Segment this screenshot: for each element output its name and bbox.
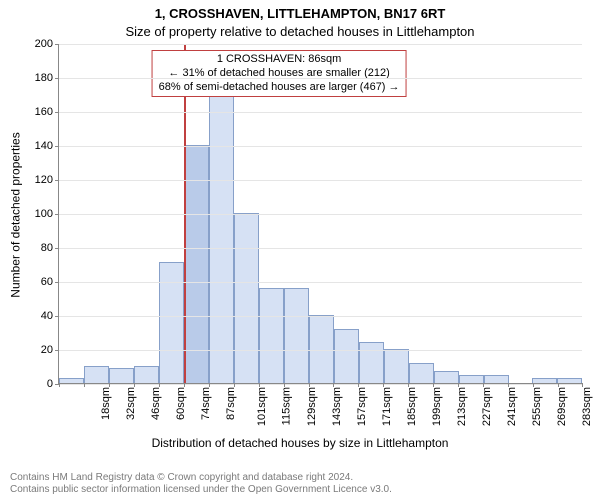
gridline [59, 282, 582, 283]
x-tick-mark [59, 383, 60, 387]
x-tick-label: 18sqm [101, 387, 113, 420]
chart-title-subtitle: Size of property relative to detached ho… [0, 24, 600, 39]
x-tick-mark [109, 383, 110, 387]
y-tick-mark [55, 248, 59, 249]
histogram-bar [309, 315, 334, 383]
x-tick-label: 101sqm [256, 387, 268, 426]
gridline [59, 316, 582, 317]
y-tick-mark [55, 316, 59, 317]
x-tick-label: 115sqm [280, 387, 292, 425]
property-size-histogram: 1, CROSSHAVEN, LITTLEHAMPTON, BN17 6RT S… [0, 0, 600, 500]
gridline [59, 214, 582, 215]
gridline [59, 180, 582, 181]
y-tick-mark [55, 282, 59, 283]
histogram-bar [234, 213, 259, 383]
gridline [59, 350, 582, 351]
x-tick-mark [358, 383, 359, 387]
x-tick-mark [259, 383, 260, 387]
x-tick-label: 74sqm [200, 387, 212, 420]
footer-line-1: Contains HM Land Registry data © Crown c… [10, 472, 392, 484]
histogram-bar [484, 375, 509, 384]
x-tick-label: 227sqm [481, 387, 493, 426]
y-tick-mark [55, 350, 59, 351]
y-tick-mark [55, 214, 59, 215]
x-tick-label: 129sqm [306, 387, 318, 426]
x-tick-mark [234, 383, 235, 387]
x-axis-label: Distribution of detached houses by size … [0, 436, 600, 450]
x-tick-label: 255sqm [531, 387, 543, 426]
footer-attribution: Contains HM Land Registry data © Crown c… [10, 472, 392, 496]
x-tick-label: 60sqm [175, 387, 187, 420]
x-tick-mark [383, 383, 384, 387]
x-tick-mark [508, 383, 509, 387]
histogram-bar [434, 371, 459, 383]
gridline [59, 248, 582, 249]
x-tick-label: 157sqm [356, 387, 368, 426]
histogram-bar [284, 288, 309, 383]
y-tick-mark [55, 112, 59, 113]
x-tick-label: 213sqm [456, 387, 468, 426]
histogram-bar [384, 349, 409, 383]
gridline [59, 146, 582, 147]
x-tick-label: 32sqm [125, 387, 137, 420]
y-axis-label: Number of detached properties [6, 0, 26, 430]
x-tick-mark [458, 383, 459, 387]
x-tick-mark [558, 383, 559, 387]
x-tick-label: 283sqm [581, 387, 593, 426]
histogram-bar [109, 368, 134, 383]
histogram-bar [134, 366, 159, 383]
x-tick-mark [533, 383, 534, 387]
x-tick-label: 171sqm [381, 387, 393, 426]
x-tick-mark [309, 383, 310, 387]
x-tick-mark [184, 383, 185, 387]
histogram-bar [359, 342, 384, 383]
histogram-bar [334, 329, 359, 383]
x-tick-label: 269sqm [556, 387, 568, 426]
y-tick-mark [55, 180, 59, 181]
x-tick-mark [284, 383, 285, 387]
x-tick-label: 87sqm [225, 387, 237, 420]
histogram-bar [59, 378, 84, 383]
x-tick-label: 199sqm [431, 387, 443, 426]
histogram-bar [409, 363, 434, 383]
gridline [59, 78, 582, 79]
histogram-bar [159, 262, 184, 383]
x-tick-label: 46sqm [150, 387, 162, 420]
x-tick-label: 241sqm [506, 387, 518, 426]
annotation-line-3: 68% of semi-detached houses are larger (… [159, 81, 400, 95]
histogram-bar [259, 288, 284, 383]
histogram-bar [557, 378, 582, 383]
histogram-bar [84, 366, 109, 383]
x-tick-mark [483, 383, 484, 387]
y-tick-mark [55, 78, 59, 79]
histogram-bar [459, 375, 484, 384]
x-tick-mark [433, 383, 434, 387]
x-tick-label: 185sqm [406, 387, 418, 426]
y-tick-mark [55, 146, 59, 147]
x-tick-mark [582, 383, 583, 387]
gridline [59, 44, 582, 45]
plot-area: 1 CROSSHAVEN: 86sqm ← 31% of detached ho… [58, 44, 582, 384]
annotation-box: 1 CROSSHAVEN: 86sqm ← 31% of detached ho… [152, 50, 407, 97]
gridline [59, 384, 582, 385]
annotation-line-1: 1 CROSSHAVEN: 86sqm [159, 53, 400, 67]
x-tick-label: 143sqm [331, 387, 343, 426]
x-tick-mark [159, 383, 160, 387]
x-tick-mark [333, 383, 334, 387]
footer-line-2: Contains public sector information licen… [10, 484, 392, 496]
histogram-bar [209, 89, 234, 383]
x-tick-mark [134, 383, 135, 387]
chart-title-address: 1, CROSSHAVEN, LITTLEHAMPTON, BN17 6RT [0, 6, 600, 21]
y-tick-mark [55, 44, 59, 45]
gridline [59, 112, 582, 113]
x-tick-mark [408, 383, 409, 387]
x-tick-mark [84, 383, 85, 387]
histogram-bar [532, 378, 557, 383]
x-tick-mark [209, 383, 210, 387]
